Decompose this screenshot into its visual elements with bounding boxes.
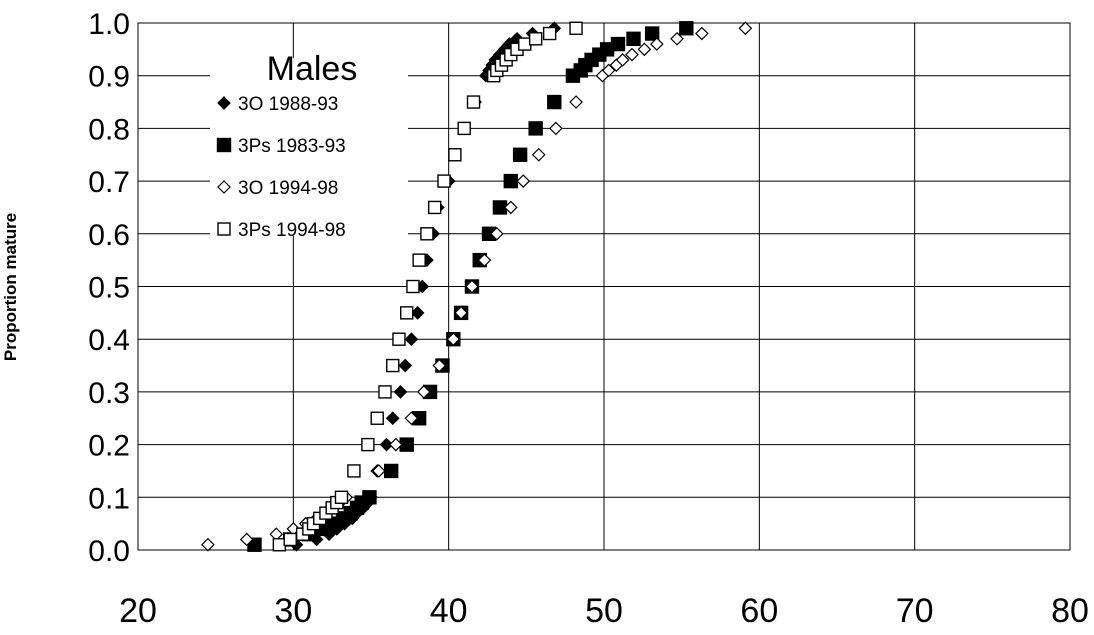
- data-point: [738, 21, 753, 36]
- data-point: [625, 47, 639, 62]
- data-point: [457, 121, 471, 136]
- x-tick-label: 50: [585, 592, 623, 630]
- data-point: [649, 37, 664, 51]
- data-point: [393, 385, 408, 399]
- data-point: [427, 200, 442, 215]
- x-tick-label: 60: [740, 592, 778, 630]
- data-point: [404, 332, 419, 347]
- data-point: [695, 26, 709, 41]
- data-point: [201, 537, 215, 552]
- legend-marker: [216, 137, 232, 153]
- data-point: [569, 21, 583, 35]
- y-tick-label: 0.3: [88, 377, 130, 410]
- legend-marker: [217, 180, 231, 194]
- data-point: [528, 121, 543, 136]
- data-point: [542, 26, 557, 41]
- data-point: [569, 95, 583, 109]
- data-point: [416, 385, 431, 399]
- legend-marker: [217, 96, 231, 110]
- data-point: [454, 306, 468, 320]
- legend-marker: [217, 222, 231, 236]
- data-point: [370, 411, 384, 425]
- series-3: [272, 21, 583, 552]
- y-axis-ticks: 0.0 0.1 0.2 0.3 0.4 0.5 0.6 0.7 0.8 0.9 1.0: [88, 8, 130, 568]
- legend-box: [210, 58, 408, 236]
- data-point: [432, 358, 447, 373]
- legend: Males 3O 1988-93 3Ps 1983-93 3O 1994-98 3Ps…: [210, 50, 408, 241]
- data-point: [528, 32, 543, 46]
- data-point: [637, 42, 652, 57]
- data-point: [644, 26, 660, 41]
- data-point: [412, 253, 426, 267]
- data-point: [406, 279, 420, 294]
- plot-frame: [137, 22, 1071, 551]
- data-point: [670, 31, 684, 46]
- data-point: [389, 437, 403, 452]
- data-points: [201, 21, 753, 552]
- data-point: [283, 532, 297, 547]
- x-tick-label: 40: [430, 592, 468, 630]
- data-point: [547, 94, 562, 110]
- y-tick-label: 0.5: [88, 272, 130, 305]
- y-tick-label: 0.9: [88, 61, 130, 94]
- legend-title: Males: [267, 50, 358, 88]
- data-point: [503, 173, 518, 189]
- x-tick-label: 70: [896, 592, 934, 630]
- y-tick-label: 0.2: [88, 430, 130, 463]
- legend-label: 3Ps 1983-93: [238, 136, 346, 157]
- data-point: [466, 95, 481, 109]
- data-point: [378, 385, 392, 399]
- data-point: [404, 411, 419, 426]
- data-point: [362, 490, 377, 505]
- data-point: [334, 490, 349, 504]
- y-tick-label: 1.0: [88, 8, 130, 41]
- data-point: [347, 464, 361, 478]
- data-point: [446, 332, 461, 347]
- legend-label: 3Ps 1994-98: [238, 220, 346, 241]
- data-point: [379, 437, 394, 452]
- data-point: [383, 463, 399, 479]
- data-point: [448, 148, 462, 162]
- data-point: [516, 174, 531, 188]
- data-point: [465, 279, 479, 294]
- y-tick-label: 0.1: [88, 482, 130, 515]
- data-point: [239, 532, 254, 547]
- x-tick-label: 30: [274, 592, 312, 630]
- y-tick-label: 0.0: [88, 535, 130, 568]
- data-point: [361, 437, 375, 452]
- data-point: [503, 200, 518, 215]
- data-point: [548, 121, 563, 136]
- data-point: [626, 31, 641, 47]
- data-point: [601, 63, 616, 78]
- legend-items: 3O 1988-93 3Ps 1983-93 3O 1994-98 3Ps 1994-…: [216, 94, 346, 241]
- data-point: [489, 226, 504, 241]
- y-tick-label: 0.7: [88, 166, 130, 199]
- legend-label: 3O 1988-93: [238, 94, 338, 115]
- legend-label: 3O 1994-98: [238, 178, 338, 199]
- data-point: [679, 21, 694, 36]
- data-point: [615, 53, 630, 67]
- x-axis-ticks: 20 30 40 50 60 70 80: [119, 592, 1089, 630]
- data-point: [392, 332, 406, 346]
- data-point: [385, 411, 400, 426]
- series-2: [201, 21, 753, 552]
- y-tick-label: 0.8: [88, 113, 130, 146]
- data-point: [437, 174, 451, 188]
- x-tick-label: 80: [1051, 592, 1089, 630]
- data-point: [386, 358, 400, 373]
- y-tick-label: 0.4: [88, 324, 130, 357]
- data-point: [371, 464, 386, 478]
- data-point: [610, 36, 626, 52]
- data-point: [410, 306, 425, 320]
- data-point: [398, 358, 413, 373]
- x-tick-label: 20: [119, 592, 157, 630]
- y-tick-label: 0.6: [88, 219, 130, 252]
- data-point: [531, 147, 546, 162]
- data-point: [512, 147, 528, 162]
- y-axis-label: Proportion mature: [1, 213, 20, 361]
- data-point: [400, 306, 414, 320]
- data-point: [477, 253, 492, 267]
- data-point: [420, 227, 434, 241]
